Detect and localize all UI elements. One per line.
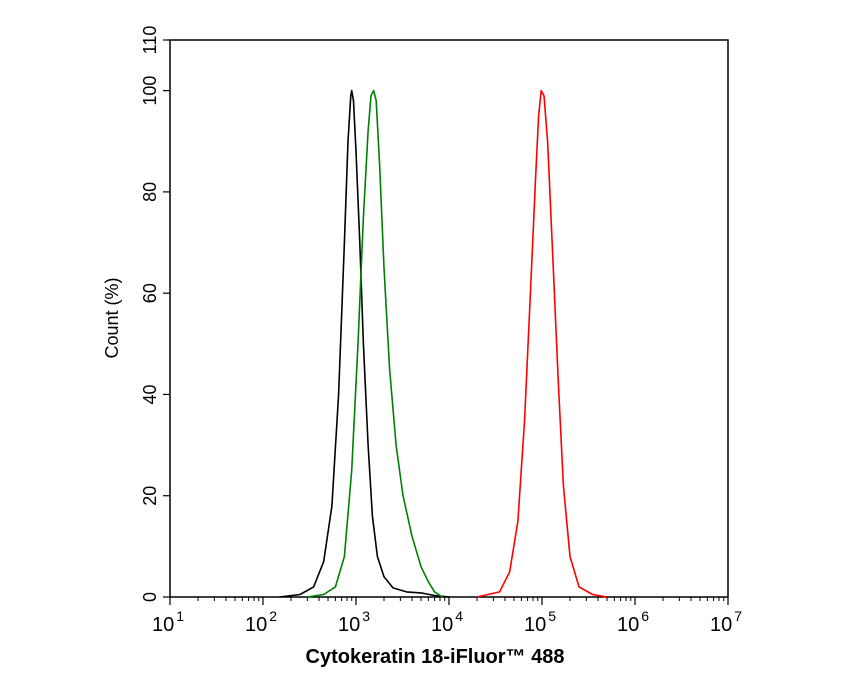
x-tick-base: 10 xyxy=(152,614,174,636)
series-line xyxy=(279,89,450,598)
plot-frame xyxy=(169,39,729,598)
x-tick-label: 10 7 xyxy=(710,608,742,636)
series-line xyxy=(476,89,608,598)
x-tick-exponent: 2 xyxy=(269,608,277,624)
x-tick-label: 10 6 xyxy=(617,608,649,636)
x-axis-label: Cytokeratin 18-iFluor™ 488 xyxy=(306,646,565,668)
x-tick-exponent: 5 xyxy=(548,608,556,624)
series-line xyxy=(307,89,443,598)
y-tick-label: 80 xyxy=(140,182,160,202)
series-group xyxy=(279,89,608,598)
y-tick-label: 110 xyxy=(140,26,160,55)
x-tick-base: 10 xyxy=(524,614,546,636)
x-tick-exponent: 7 xyxy=(734,608,742,624)
x-tick-base: 10 xyxy=(338,614,360,636)
y-axis-label: Count (%) xyxy=(102,277,122,358)
y-tick-label: 0 xyxy=(140,592,160,602)
x-tick-label: 10 5 xyxy=(524,608,556,636)
x-tick-base: 10 xyxy=(617,614,639,636)
x-tick-base: 10 xyxy=(431,614,453,636)
x-tick-label: 10 2 xyxy=(245,608,277,636)
x-tick-label: 10 3 xyxy=(338,608,370,636)
y-tick-label: 20 xyxy=(140,486,160,506)
y-tick-label: 60 xyxy=(140,283,160,303)
y-tick-label: 100 xyxy=(140,76,160,106)
x-tick-base: 10 xyxy=(710,614,732,636)
x-tick-exponent: 6 xyxy=(641,608,649,624)
x-tick-exponent: 3 xyxy=(362,608,370,624)
x-tick-base: 10 xyxy=(245,614,267,636)
x-tick-exponent: 4 xyxy=(455,608,463,624)
x-tick-label: 10 4 xyxy=(431,608,463,636)
y-tick-label: 40 xyxy=(140,384,160,404)
x-tick-exponent: 1 xyxy=(176,608,184,624)
x-tick-label: 10 1 xyxy=(152,608,184,636)
